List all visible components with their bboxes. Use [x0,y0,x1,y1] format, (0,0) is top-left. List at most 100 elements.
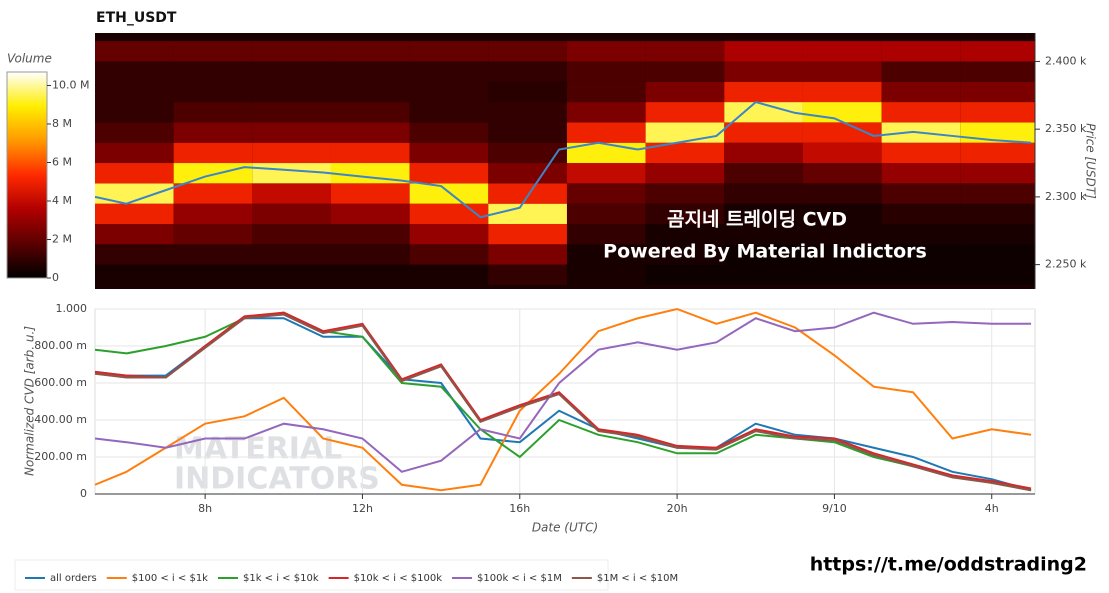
heat-cell [645,223,725,245]
heat-cell [566,223,646,245]
legend-label: $1M < i < $10M [597,573,678,584]
heat-cell [566,203,646,224]
heat-cell [566,244,646,265]
heat-cell [252,142,331,164]
heat-cell [802,81,882,103]
heat-cell [960,41,1035,62]
y-tick-label: 800.00 m [34,339,87,352]
heat-cell [960,142,1035,164]
heat-cell [409,163,489,184]
heat-cell [409,223,489,245]
heat-cell [252,81,331,103]
heat-cell [881,102,961,123]
heat-cell [252,61,331,82]
heat-cell [330,223,410,245]
heat-cell [802,102,882,123]
heat-cell [960,102,1035,123]
watermark: MATERIAL [174,432,342,467]
heat-cell [724,223,803,245]
heat-cell [566,102,646,123]
heat-cell [645,61,725,82]
heat-cell [724,122,803,143]
heat-cell [881,81,961,103]
heat-cell [881,264,961,285]
heat-cell [881,183,961,204]
heat-cell [488,244,567,265]
cvd-chart: 0 200.00 m 400.00 m 600.00 m 800.00 m 1.000 8h… [34,302,1036,515]
heat-cell [881,203,961,224]
heat-cell [645,264,725,285]
heat-cell [802,223,882,245]
overlay-text: 곰지네 트레이딩 CVD [667,209,847,231]
x-tick-label: 20h [667,502,688,515]
heat-cell [724,41,803,62]
heat-cell [95,41,174,62]
x-tick-label: 8h [198,502,212,515]
heat-cell [881,163,961,184]
legend: all orders $100 < i < $1k $1k < i < $10k $1… [25,573,678,584]
y-tick-label: 2.250 k [1045,258,1087,271]
heat-cell [645,41,725,62]
heat-cell [724,142,803,164]
heat-cell [645,203,725,224]
heat-cell [330,41,410,62]
heat-cell [802,122,882,143]
heat-cell [645,163,725,184]
legend-label: $100 < i < $1k [132,573,208,584]
overlay-text: Powered By Material Indictors [603,241,927,263]
heat-cell [488,41,567,62]
colorbar-title: Volume [7,52,52,66]
heat-cell [173,163,253,184]
heat-cell [330,81,410,103]
colorbar-tick-label: 4 M [52,194,72,207]
heat-cell [95,163,174,184]
heat-cell [960,244,1035,265]
legend-label: $1k < i < $10k [243,573,319,584]
heat-cell [173,142,253,164]
heat-cell [802,163,882,184]
heat-cell [645,102,725,123]
legend-label: $100k < i < $1M [477,573,562,584]
heat-cell [330,142,410,164]
heat-cell [173,81,253,103]
legend-box [14,559,609,591]
heat-cell [409,244,489,265]
heat-cell [724,264,803,285]
x-tick-label: 4h [985,502,999,515]
heat-cell [409,41,489,62]
heat-cell [960,183,1035,204]
heat-cell [566,122,646,143]
heat-cell [566,81,646,103]
heat-cell [173,203,253,224]
heat-cell [409,102,489,123]
heat-cell [95,183,174,204]
colorbar-tick-label: 6 M [52,155,72,168]
chart-title: ETH_USDT [96,10,177,26]
series-line [94,311,1032,490]
heat-cell [330,61,410,82]
heat-cell [802,264,882,285]
y-axis-title: Normalized CVD [arb. u.] [23,326,37,476]
heat-cell [802,61,882,82]
heat-cell [252,122,331,143]
heat-cell [95,142,174,164]
heat-cell [960,163,1035,184]
y-tick-label: 2.300 k [1045,190,1087,203]
heat-cell [645,122,725,143]
heat-cell [488,102,567,123]
heat-cell [409,81,489,103]
heat-cell [488,183,567,204]
heat-cell [488,142,567,164]
heat-cell [724,61,803,82]
heat-cell [173,102,253,123]
y-tick-label: 600.00 m [34,376,87,389]
heat-cell [881,223,961,245]
heat-cell [330,264,410,285]
x-tick-label: 9/10 [822,502,847,515]
heat-cell [802,41,882,62]
heat-cell [252,102,331,123]
heat-cell [645,183,725,204]
heat-cell [566,41,646,62]
colorbar [6,71,48,279]
